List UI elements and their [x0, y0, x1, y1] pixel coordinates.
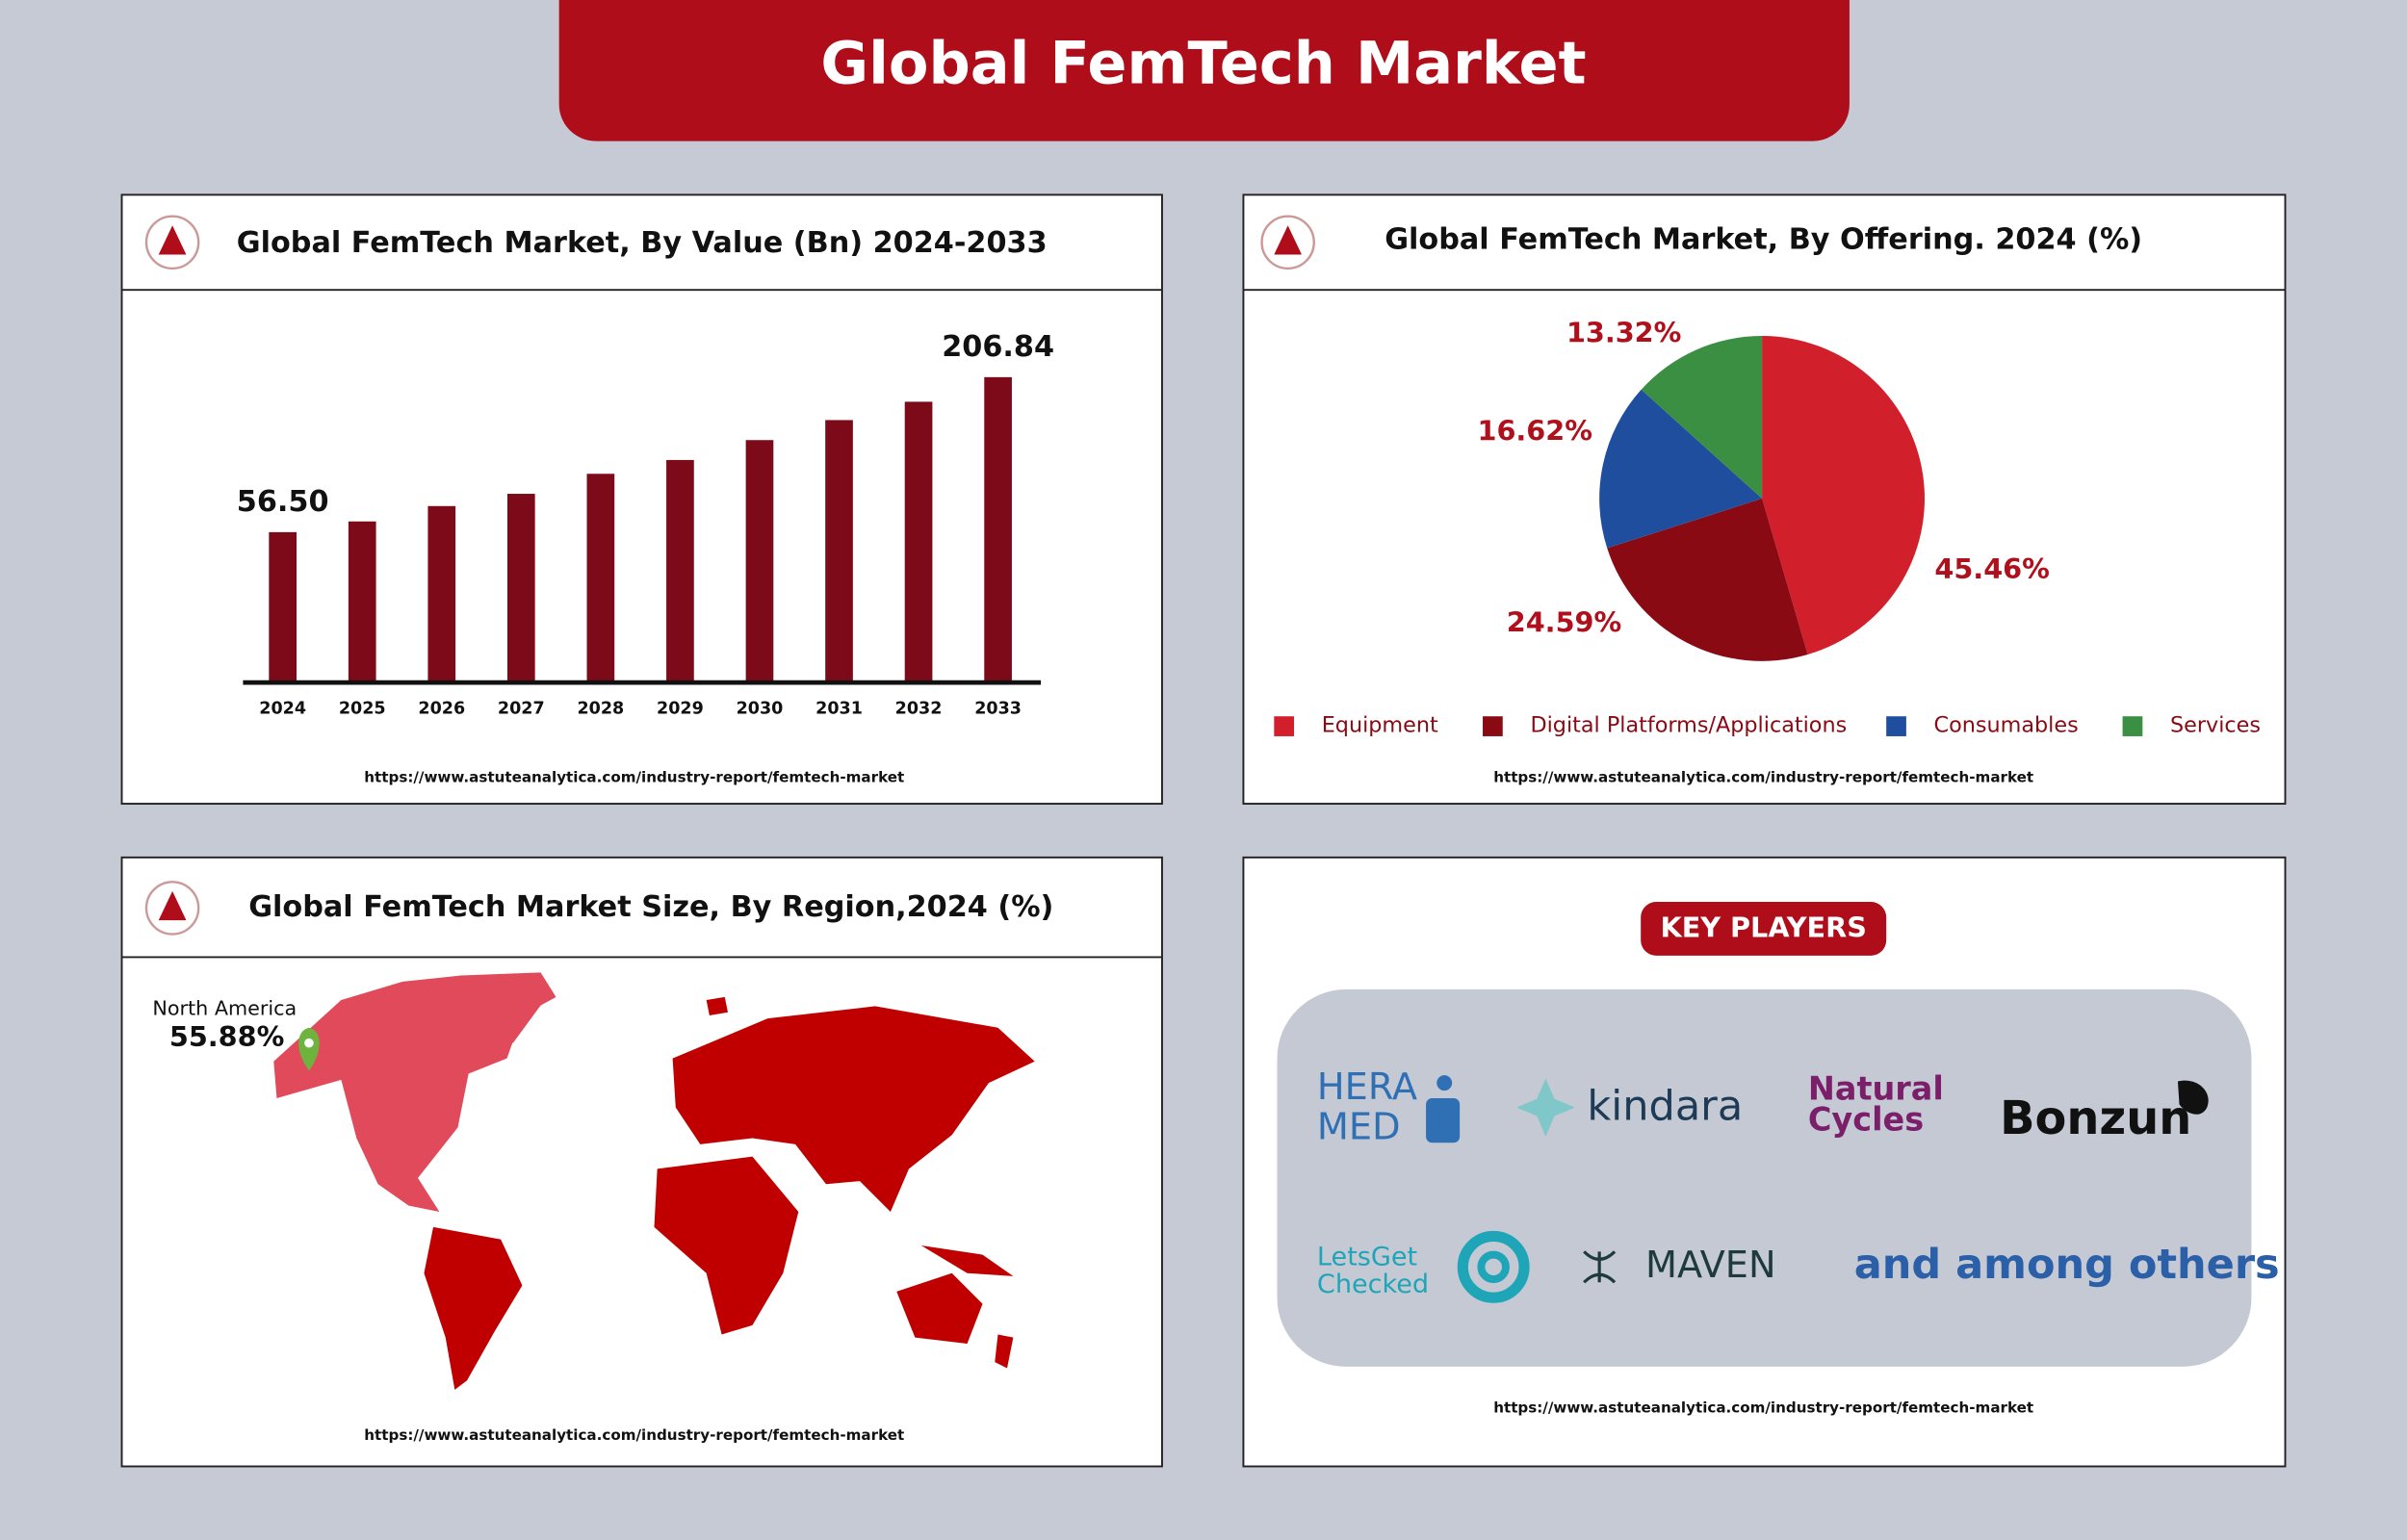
heramed-icon	[1426, 1098, 1461, 1143]
legend-label: Services	[2170, 712, 2261, 737]
kindara-icon	[1516, 1078, 1575, 1137]
legend-label: Equipment	[1322, 712, 1438, 737]
player-name: Natural	[1808, 1070, 1944, 1108]
x-tick-label: 2031	[815, 699, 863, 718]
map-pin	[298, 1027, 320, 1071]
key-players-title: KEY PLAYERS	[1660, 911, 1866, 944]
africa	[654, 1156, 799, 1335]
bar	[348, 521, 376, 683]
value-label: 24.59%	[1507, 606, 1621, 639]
legend-swatch	[2122, 716, 2143, 736]
source-url: https://www.astuteanalytica.com/industry…	[364, 1426, 904, 1444]
brand-logo	[144, 215, 200, 270]
bar	[825, 420, 853, 683]
pie-panel	[1242, 193, 2287, 806]
maven-icon	[1583, 1250, 1617, 1284]
pie-slice	[1641, 336, 1763, 499]
map-title: Global FemTech Market Size, By Region,20…	[248, 890, 1053, 924]
player-icons	[1426, 1075, 2209, 1303]
x-tick-label: 2028	[577, 699, 624, 718]
x-tick-label: 2025	[339, 699, 386, 718]
islands	[920, 1245, 1014, 1276]
player-name: LetsGet	[1317, 1242, 1417, 1271]
legend-label: Digital Platforms/Applications	[1530, 712, 1847, 737]
player-name: MED	[1317, 1106, 1401, 1148]
x-tick-label: 2032	[895, 699, 943, 718]
logos	[144, 215, 1315, 936]
value-label: 56.50	[237, 485, 329, 519]
player-name: MAVEN	[1645, 1245, 1776, 1287]
player-name: and among others	[1854, 1241, 2280, 1289]
page-title: Global FemTech Market	[820, 31, 1586, 98]
value-label: 206.84	[942, 330, 1054, 364]
x-tick-label: 2029	[657, 699, 704, 718]
x-tick-label: 2026	[418, 699, 465, 718]
bar	[506, 494, 535, 683]
world-map	[273, 972, 1035, 1390]
pie-title: Global FemTech Market, By Offering. 2024…	[1385, 223, 2142, 257]
value-label: 16.62%	[1478, 414, 1592, 447]
australia	[896, 1272, 983, 1345]
legend-swatch	[1886, 716, 1906, 736]
islands	[995, 1334, 1014, 1369]
letsgetchecked-icon	[1457, 1230, 1530, 1303]
map-pin-dot	[304, 1038, 314, 1048]
player-name: Cycles	[1808, 1100, 1924, 1138]
bar-title: Global FemTech Market, By Value (Bn) 202…	[237, 226, 1048, 260]
brand-logo	[144, 881, 200, 936]
greenland	[448, 975, 547, 1043]
pie-slice	[1762, 336, 1926, 655]
player-name: Bonzun	[2000, 1092, 2191, 1145]
value-label: 45.46%	[1934, 552, 2049, 585]
x-tick-label: 2033	[974, 699, 1022, 718]
region-name: North America	[152, 997, 297, 1020]
player-name: Checked	[1317, 1270, 1429, 1299]
pie-slice	[1599, 389, 1763, 549]
bar	[427, 505, 456, 683]
map-panel	[120, 856, 1163, 1468]
source-url: https://www.astuteanalytica.com/industry…	[364, 768, 904, 785]
heramed-icon	[1436, 1075, 1453, 1091]
bonzun-icon	[2177, 1080, 2209, 1115]
source-url: https://www.astuteanalytica.com/industry…	[1493, 1399, 2033, 1416]
player-name: HERA	[1317, 1066, 1417, 1109]
pie-slice	[1607, 498, 1808, 661]
bar	[904, 401, 933, 683]
value-label: 13.32%	[1566, 316, 1681, 348]
players-box	[1277, 988, 2252, 1367]
key-players-badge	[1641, 902, 1887, 956]
x-tick-label: 2030	[737, 699, 784, 718]
legend-label: Consumables	[1934, 712, 2079, 737]
source-url: https://www.astuteanalytica.com/industry…	[1493, 768, 2033, 785]
bar	[984, 376, 1012, 683]
x-tick-label: 2027	[498, 699, 545, 718]
bar	[745, 440, 774, 683]
legend-swatch	[1483, 716, 1503, 736]
eurasia	[672, 1006, 1035, 1212]
letsgetchecked-icon	[1477, 1250, 1510, 1284]
bar	[666, 459, 694, 683]
islands	[706, 996, 728, 1015]
title-banner	[558, 0, 1850, 141]
south-america	[424, 1226, 523, 1390]
brand-logo	[1260, 215, 1315, 270]
bar	[269, 531, 298, 683]
player-name: kindara	[1587, 1083, 1743, 1131]
legend-swatch	[1274, 716, 1295, 736]
bar	[586, 474, 615, 683]
x-tick-label: 2024	[259, 699, 306, 718]
region-share: 55.88%	[169, 1020, 284, 1053]
